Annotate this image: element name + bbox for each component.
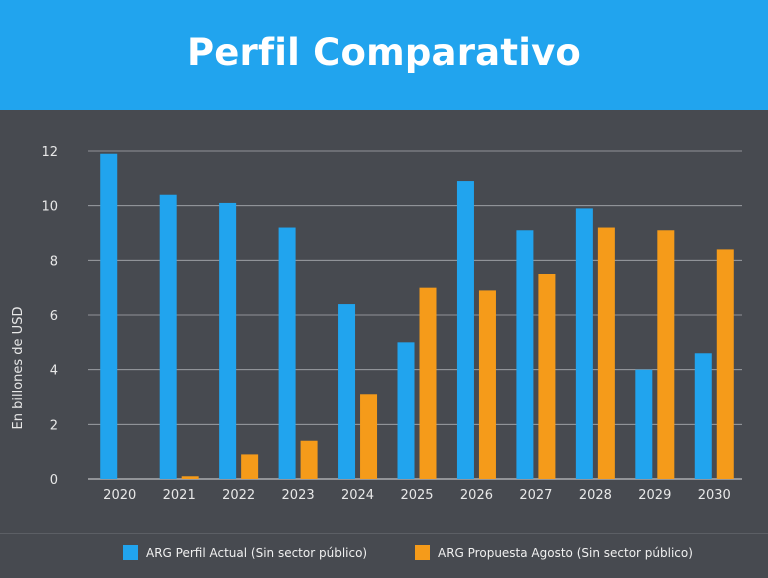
- y-tick-label: 12: [41, 145, 58, 160]
- bar-perfil-actual-2029: [635, 369, 653, 479]
- bar-propuesta-agosto-2028: [597, 227, 615, 479]
- bar-propuesta-agosto-2021: [181, 476, 199, 479]
- x-tick-label: 2021: [163, 488, 196, 503]
- legend-label-propuesta-agosto: ARG Propuesta Agosto (Sin sector público…: [438, 545, 693, 560]
- legend-divider: [0, 533, 768, 534]
- x-tick-label: 2029: [638, 488, 671, 503]
- bar-perfil-actual-2022: [219, 202, 237, 479]
- bar-propuesta-agosto-2026: [478, 290, 496, 479]
- bar-perfil-actual-2025: [397, 342, 415, 479]
- y-axis-label: En billones de USD: [11, 307, 26, 430]
- bar-perfil-actual-2020: [100, 153, 118, 479]
- bar-propuesta-agosto-2030: [716, 249, 734, 479]
- legend: ARG Perfil Actual (Sin sector público) A…: [0, 545, 768, 567]
- y-tick-label: 4: [50, 364, 58, 379]
- y-tick-label: 6: [50, 309, 58, 324]
- x-tick-label: 2027: [519, 488, 552, 503]
- bar-perfil-actual-2024: [338, 304, 356, 479]
- bar-perfil-actual-2021: [159, 194, 177, 479]
- x-tick-label: 2026: [460, 488, 493, 503]
- bar-propuesta-agosto-2025: [419, 287, 437, 479]
- y-tick-label: 0: [50, 473, 58, 488]
- legend-item-perfil-actual: ARG Perfil Actual (Sin sector público): [123, 545, 367, 560]
- x-axis-ticks: 2020 2021 2022 2023 2024 2025 2026 2027 2028 2029…: [103, 488, 731, 503]
- y-axis-ticks: 0 2 4 6 8 10 12: [41, 145, 58, 488]
- legend-item-propuesta-agosto: ARG Propuesta Agosto (Sin sector público…: [415, 545, 693, 560]
- x-tick-label: 2022: [222, 488, 255, 503]
- bar-propuesta-agosto-2022: [241, 454, 259, 479]
- x-tick-label: 2030: [698, 488, 731, 503]
- x-tick-label: 2024: [341, 488, 374, 503]
- bar-perfil-actual-2026: [456, 181, 474, 480]
- legend-swatch-propuesta-agosto: [415, 545, 430, 560]
- page-title: Perfil Comparativo: [186, 30, 582, 74]
- bar-perfil-actual-2027: [516, 230, 534, 479]
- bar-propuesta-agosto-2027: [538, 274, 556, 479]
- x-tick-label: 2025: [400, 488, 433, 503]
- y-tick-label: 2: [50, 418, 58, 433]
- x-tick-label: 2023: [282, 488, 315, 503]
- y-tick-label: 10: [41, 200, 58, 215]
- y-tick-label: 8: [50, 254, 58, 269]
- bar-perfil-actual-2030: [694, 353, 712, 479]
- x-tick-label: 2020: [103, 488, 136, 503]
- x-tick-label: 2028: [579, 488, 612, 503]
- legend-label-perfil-actual: ARG Perfil Actual (Sin sector público): [146, 545, 368, 560]
- bar-propuesta-agosto-2024: [360, 394, 378, 479]
- bar-perfil-actual-2023: [278, 227, 296, 479]
- bar-propuesta-agosto-2023: [300, 440, 318, 479]
- legend-swatch-perfil-actual: [123, 545, 138, 560]
- bar-propuesta-agosto-2029: [657, 230, 675, 479]
- header-banner: Perfil Comparativo: [0, 0, 768, 110]
- bar-perfil-actual-2028: [575, 208, 593, 479]
- bars: [100, 153, 734, 480]
